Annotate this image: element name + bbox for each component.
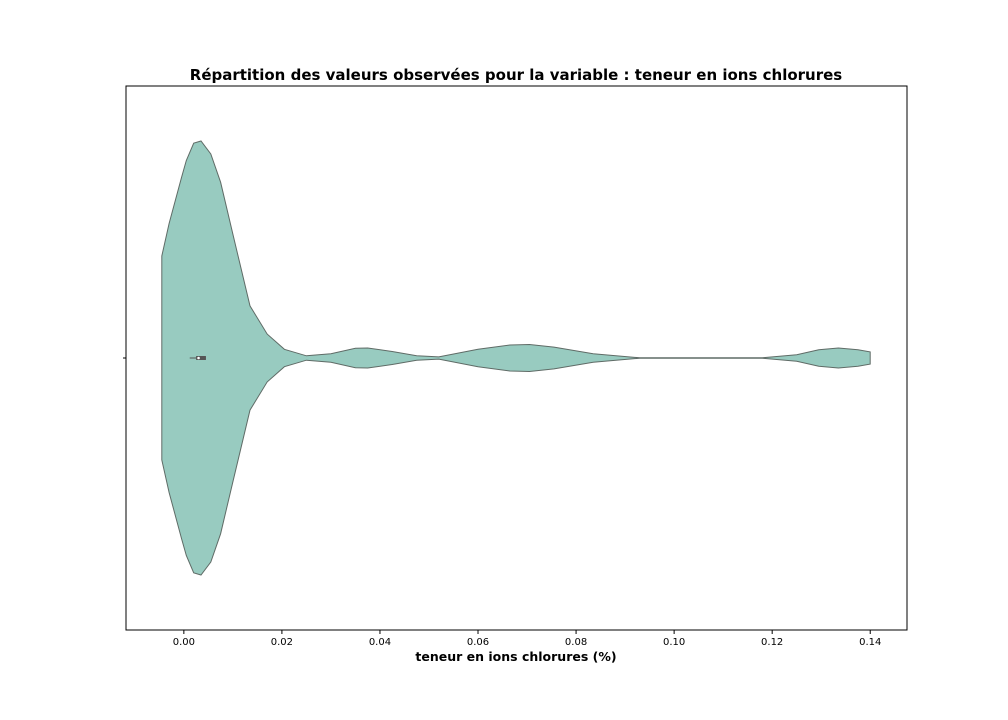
x-tick-label: 0.06 <box>467 637 489 648</box>
x-axis: 0.00 0.02 0.04 0.06 0.08 0.10 0.12 0.14 <box>123 85 908 648</box>
x-tick-label: 0.14 <box>859 637 881 648</box>
x-tick-label: 0.10 <box>663 637 685 648</box>
x-tick-label: 0.00 <box>173 637 195 648</box>
x-axis-label: teneur en ions chlorures (%) <box>415 649 616 664</box>
plot-area <box>161 140 871 576</box>
chart-title: Répartition des valeurs observées pour l… <box>190 66 843 84</box>
box-median <box>197 356 200 360</box>
x-tick-label: 0.08 <box>565 637 587 648</box>
x-tick-label: 0.12 <box>761 637 783 648</box>
x-tick-label: 0.02 <box>271 637 293 648</box>
violin-body <box>161 140 871 576</box>
box-iqr <box>196 356 206 360</box>
x-tick-label: 0.04 <box>369 637 391 648</box>
